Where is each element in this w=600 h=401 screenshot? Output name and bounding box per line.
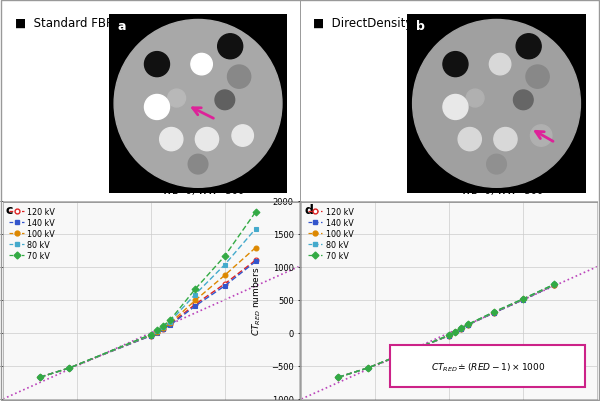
Y-axis label: $CT_{RED}$ numbers: $CT_{RED}$ numbers [251, 265, 263, 335]
Text: c: c [6, 203, 13, 216]
Text: WL=0, WW=500: WL=0, WW=500 [163, 185, 245, 195]
Text: d: d [304, 203, 313, 216]
Text: ■  DirectDensity: ■ DirectDensity [313, 17, 413, 30]
Text: ■  Standard FBP: ■ Standard FBP [15, 17, 113, 30]
Text: WL=0, WW=500: WL=0, WW=500 [461, 185, 544, 195]
Legend: 120 kV, 140 kV, 100 kV, 80 kV, 70 kV: 120 kV, 140 kV, 100 kV, 80 kV, 70 kV [7, 205, 58, 263]
Text: $CT_{RED}$$\doteq$$(RED-1)\times1000$: $CT_{RED}$$\doteq$$(RED-1)\times1000$ [431, 360, 545, 373]
Legend: 120 kV, 140 kV, 100 kV, 80 kV, 70 kV: 120 kV, 140 kV, 100 kV, 80 kV, 70 kV [305, 205, 356, 263]
FancyBboxPatch shape [390, 346, 585, 387]
